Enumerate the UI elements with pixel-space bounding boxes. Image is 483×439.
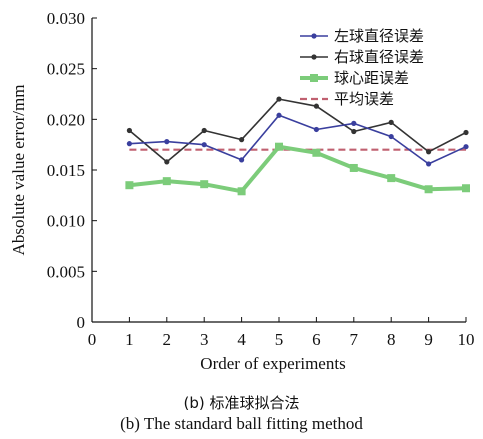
x-tick-label: 8 — [387, 330, 396, 349]
x-tick-label: 1 — [125, 330, 134, 349]
data-point — [275, 142, 283, 151]
data-point — [239, 137, 245, 143]
data-point — [463, 129, 469, 136]
y-tick-label: 0.020 — [47, 110, 85, 129]
data-point — [349, 163, 358, 172]
x-axis-title: Order of experiments — [200, 354, 345, 373]
data-point — [200, 180, 209, 189]
data-point — [237, 187, 246, 196]
y-axis-title: Absolute value error/mm — [9, 85, 28, 256]
x-tick-label: 6 — [312, 330, 321, 349]
x-tick-label: 9 — [424, 330, 433, 349]
data-point — [313, 103, 319, 109]
caption-english: (b) The standard ball fitting method — [120, 414, 363, 433]
legend-marker — [311, 54, 317, 60]
data-point — [162, 177, 171, 186]
data-point — [201, 127, 207, 134]
data-point — [463, 144, 469, 150]
y-axis-ticks: 0 0.005 0.010 0.015 0.020 0.025 0.030 — [47, 9, 97, 332]
x-tick-label: 2 — [163, 330, 172, 349]
y-tick-label: 0.015 — [47, 161, 85, 180]
x-tick-label: 0 — [88, 330, 97, 349]
data-point — [125, 181, 134, 190]
data-point — [351, 120, 357, 126]
data-point — [164, 159, 170, 165]
legend-marker — [310, 74, 318, 82]
data-point — [462, 184, 470, 193]
y-tick-label: 0.005 — [47, 262, 85, 281]
x-tick-label: 5 — [275, 330, 284, 349]
legend-label: 球心距误差 — [334, 69, 409, 87]
x-tick-label: 3 — [200, 330, 209, 349]
x-tick-label: 7 — [350, 330, 359, 349]
series-line — [129, 114, 467, 165]
legend-label: 平均误差 — [334, 90, 394, 108]
x-tick-label: 4 — [237, 330, 246, 349]
data-point — [424, 185, 433, 194]
data-point — [388, 119, 394, 125]
series-layer — [125, 96, 470, 196]
legend-marker — [311, 33, 317, 39]
data-point — [201, 142, 207, 148]
line-chart: 0 0.005 0.010 0.015 0.020 0.025 0.030 0 1 2 3 4 5 6 7… — [9, 9, 475, 373]
legend-label: 右球直径误差 — [334, 48, 424, 66]
data-point — [126, 127, 132, 134]
series-line — [129, 144, 467, 194]
y-tick-label: 0.030 — [47, 9, 85, 28]
data-point — [426, 161, 432, 167]
data-point — [313, 126, 319, 133]
legend-label: 左球直径误差 — [334, 27, 424, 45]
x-axis-ticks: 0 1 2 3 4 5 6 7 8 9 10 — [88, 317, 475, 349]
data-point — [426, 149, 432, 155]
data-point — [164, 139, 170, 145]
caption-chinese: (b) 标准球拟合法 — [183, 394, 300, 412]
data-point — [312, 148, 321, 157]
data-point — [276, 112, 282, 118]
data-point — [387, 174, 396, 183]
y-tick-label: 0 — [77, 313, 86, 332]
series-line — [128, 98, 467, 163]
data-point — [276, 96, 282, 102]
data-point — [388, 133, 394, 140]
data-point — [126, 141, 132, 147]
y-tick-label: 0.010 — [47, 212, 85, 231]
data-point — [351, 128, 357, 135]
x-tick-label: 10 — [458, 330, 475, 349]
y-tick-label: 0.025 — [47, 60, 85, 79]
data-point — [239, 157, 245, 163]
